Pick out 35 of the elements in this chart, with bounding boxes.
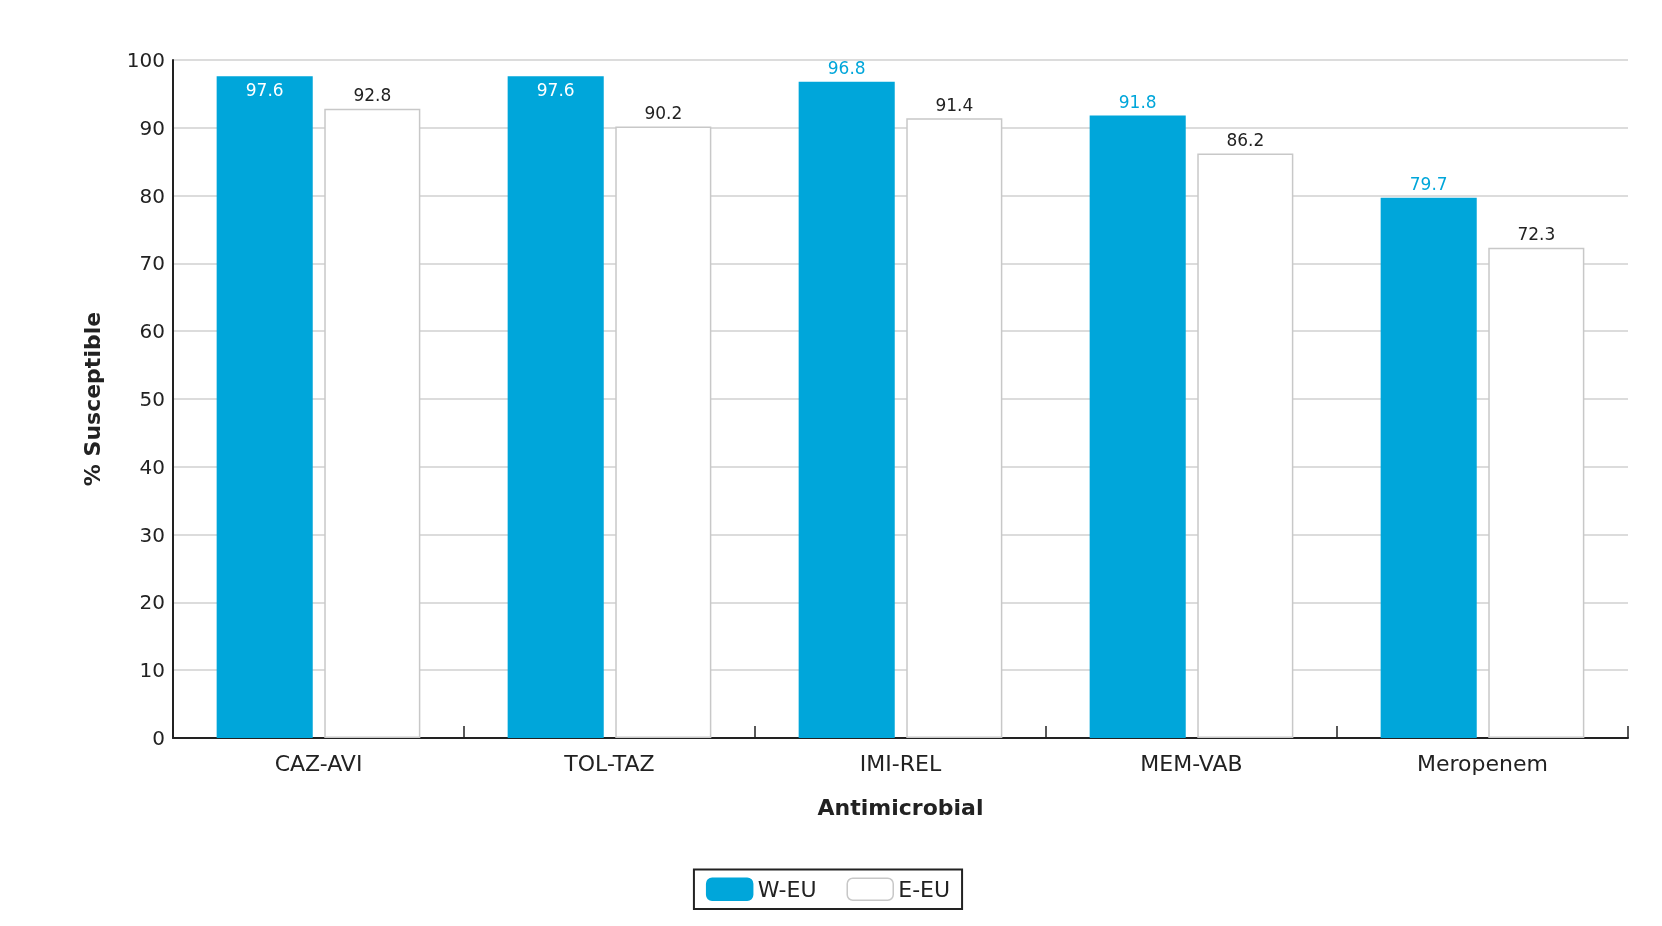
data-label: 86.2 <box>1226 130 1265 151</box>
data-label: 96.8 <box>827 58 866 79</box>
y-tick-label: 100 <box>126 48 165 72</box>
bar <box>507 76 604 738</box>
y-tick-label: 20 <box>139 590 165 615</box>
legend-label: W-EU <box>757 876 817 902</box>
data-label: 91.4 <box>935 94 974 115</box>
x-axis-title: Antimicrobial <box>817 794 984 820</box>
y-tick-label: 60 <box>139 319 165 344</box>
bar <box>216 76 313 738</box>
bar <box>1380 197 1477 738</box>
y-axis-title: % Susceptible <box>79 311 105 487</box>
data-label: 92.8 <box>353 85 392 106</box>
data-label: 72.3 <box>1517 224 1556 245</box>
legend-label: E-EU <box>898 876 951 902</box>
y-tick-label: 40 <box>139 454 165 479</box>
x-tick-label: MEM-VAB <box>1140 750 1243 776</box>
y-tick-label: 90 <box>139 115 165 140</box>
x-tick-label: CAZ-AVI <box>274 750 363 776</box>
y-tick-label: 30 <box>139 522 165 547</box>
y-tick-label: 70 <box>139 251 165 276</box>
bar <box>1089 115 1186 738</box>
y-tick-label: 10 <box>139 658 165 683</box>
data-label: 97.6 <box>536 79 575 100</box>
data-label: 91.8 <box>1118 92 1157 113</box>
bar <box>798 81 895 738</box>
y-tick-label: 0 <box>152 726 165 750</box>
data-label: 97.6 <box>245 79 284 100</box>
x-tick-label: TOL-TAZ <box>563 750 655 776</box>
y-tick-label: 50 <box>139 387 165 411</box>
y-tick-label: 80 <box>139 183 165 208</box>
data-label: 90.2 <box>644 102 683 123</box>
data-label: 79.7 <box>1409 174 1448 195</box>
x-tick-label: Meropenem <box>1417 750 1548 776</box>
x-tick-label: IMI-REL <box>859 750 942 776</box>
